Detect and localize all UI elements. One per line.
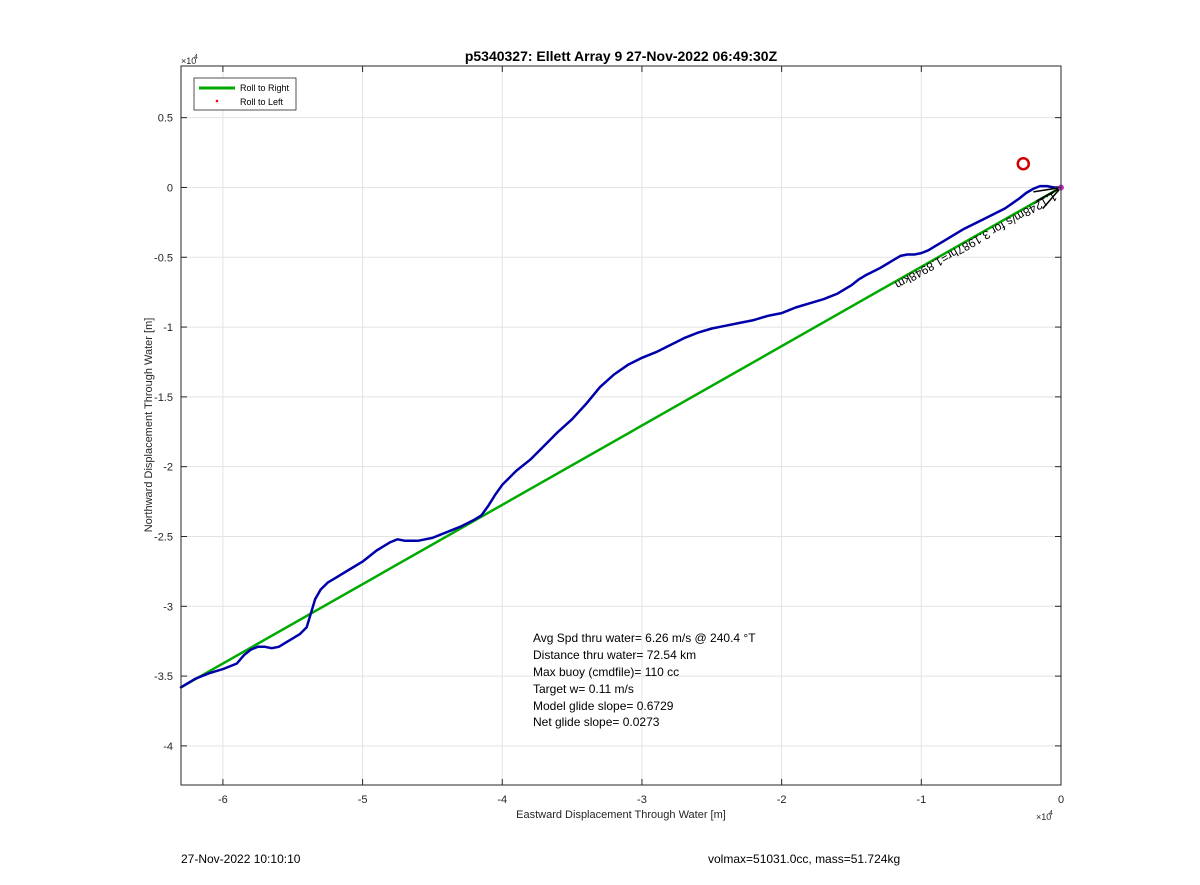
annotation-model-glide: Model glide slope= 0.6729 [533, 699, 674, 713]
y-tick-label: -2.5 [154, 531, 173, 543]
y-tick-label: 0.5 [158, 113, 173, 125]
y-axis-label: Northward Displacement Through Water [m] [143, 318, 155, 533]
x-tick-label: 0 [1058, 794, 1064, 806]
chart-title: p5340327: Ellett Array 9 27-Nov-2022 06:… [465, 48, 778, 64]
y-tick-label: 0 [167, 182, 173, 194]
y-exponent-power: 4 [194, 54, 198, 61]
x-tick-label: -5 [358, 794, 368, 806]
x-tick-label: -1 [916, 794, 926, 806]
y-tick-label: -1.5 [154, 392, 173, 404]
series-roll-right-line [179, 186, 1063, 689]
stats-annotation: Avg Spd thru water= 6.26 m/s @ 240.4 °T … [533, 631, 756, 729]
x-axis-label: Eastward Displacement Through Water [m] [516, 809, 726, 821]
legend: Roll to Right Roll to Left [193, 77, 297, 111]
y-exponent: ×10 4 [181, 54, 198, 66]
y-tick-label: -1 [163, 322, 173, 334]
y-tick-label: -3.5 [154, 671, 173, 683]
y-tick-label: -0.5 [154, 252, 173, 264]
arrow-stroke [1042, 186, 1062, 210]
legend-label-roll-left: Roll to Left [240, 97, 284, 107]
plot-background [181, 66, 1061, 785]
y-tick-label: -3 [163, 601, 173, 613]
footer-volmax-mass: volmax=51031.0cc, mass=51.724kg [708, 852, 901, 866]
arrow-stroke [1033, 186, 1062, 193]
legend-box [193, 77, 297, 111]
x-tick-label: -6 [218, 794, 228, 806]
annotation-distance: Distance thru water= 72.54 km [533, 648, 696, 662]
x-exponent-base: ×10 [1036, 812, 1051, 822]
arrow-stroke [1036, 186, 1062, 202]
x-tick-label: -2 [777, 794, 787, 806]
annotation-net-glide: Net glide slope= 0.0273 [533, 715, 660, 729]
x-tick-label: -4 [497, 794, 507, 806]
legend-dot-roll-left [215, 99, 219, 103]
x-tick-label: -3 [637, 794, 647, 806]
annotation-avg-speed: Avg Spd thru water= 6.26 m/s @ 240.4 °T [533, 631, 756, 645]
grid [181, 66, 1062, 785]
y-exponent-base: ×10 [181, 56, 196, 66]
annotation-target-w: Target w= 0.11 m/s [533, 682, 634, 696]
series-track-line [179, 184, 1063, 689]
ticks: -6 -5 -4 -3 -2 -1 0 0.5 0 -0.5 -1 -1.5 -2 -2.5 -3 -3.5 -… [154, 66, 1064, 806]
annotation-max-buoy: Max buoy (cmdfile)= 110 cc [533, 665, 679, 679]
series-layer [179, 156, 1064, 689]
y-tick-label: -2 [163, 462, 173, 474]
legend-label-roll-right: Roll to Right [240, 83, 290, 93]
y-tick-label: -4 [163, 741, 173, 753]
footer-timestamp: 27-Nov-2022 10:10:10 [181, 852, 301, 866]
x-exponent: ×10 4 [1036, 810, 1053, 822]
plot-frame [180, 65, 1062, 786]
position-marker [1016, 156, 1031, 171]
x-exponent-power: 4 [1049, 810, 1053, 817]
